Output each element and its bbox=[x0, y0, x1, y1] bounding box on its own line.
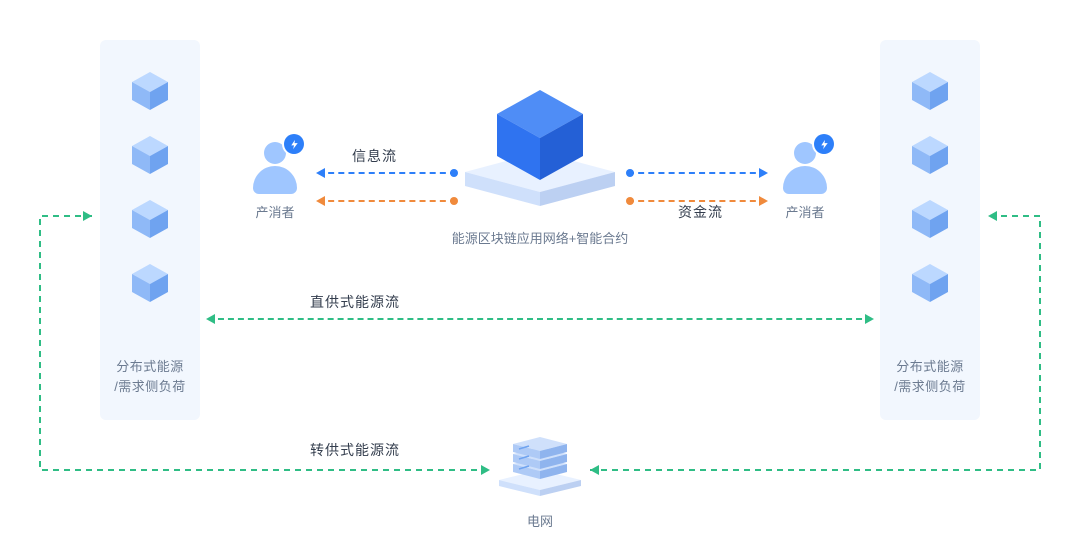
grid-server: 电网 bbox=[490, 430, 590, 530]
panel-right-cubes bbox=[880, 70, 980, 304]
info-flow-label: 信息流 bbox=[352, 146, 397, 166]
prosumer-right-label: 产消者 bbox=[770, 202, 840, 221]
person-icon bbox=[778, 140, 832, 194]
panel-right-cap1: 分布式能源 bbox=[896, 359, 964, 374]
prosumer-left-label: 产消者 bbox=[240, 202, 310, 221]
cube-icon bbox=[129, 262, 171, 304]
panel-left-caption: 分布式能源 /需求侧负荷 bbox=[100, 357, 200, 396]
cube-icon bbox=[909, 198, 951, 240]
info-flow-line-right bbox=[628, 172, 766, 174]
direct-energy-line bbox=[208, 318, 872, 320]
relay-energy-label: 转供式能源流 bbox=[310, 440, 400, 460]
direct-energy-label: 直供式能源流 bbox=[310, 292, 400, 312]
grid-label: 电网 bbox=[490, 511, 590, 530]
cube-icon bbox=[129, 134, 171, 176]
cube-icon bbox=[909, 134, 951, 176]
panel-distributed-right: 分布式能源 /需求侧负荷 bbox=[880, 40, 980, 420]
cube-icon bbox=[129, 70, 171, 112]
panel-distributed-left: 分布式能源 /需求侧负荷 bbox=[100, 40, 200, 420]
cube-icon bbox=[129, 198, 171, 240]
cube-icon bbox=[909, 262, 951, 304]
panel-right-cap2: /需求侧负荷 bbox=[894, 379, 966, 394]
panel-left-cap1: 分布式能源 bbox=[116, 359, 184, 374]
lightning-badge-icon bbox=[814, 134, 834, 154]
info-flow-line-left bbox=[318, 172, 456, 174]
fund-flow-label: 资金流 bbox=[678, 202, 723, 222]
fund-flow-line-left bbox=[318, 200, 456, 202]
cube-icon bbox=[909, 70, 951, 112]
prosumer-right: 产消者 bbox=[770, 140, 840, 221]
panel-left-cap2: /需求侧负荷 bbox=[114, 379, 186, 394]
center-blockchain: 能源区块链应用网络+智能合约 bbox=[450, 80, 630, 247]
center-caption: 能源区块链应用网络+智能合约 bbox=[450, 228, 630, 247]
prosumer-left: 产消者 bbox=[240, 140, 310, 221]
blockchain-cube-icon bbox=[455, 80, 625, 220]
person-icon bbox=[248, 140, 302, 194]
server-icon bbox=[495, 430, 585, 500]
lightning-badge-icon bbox=[284, 134, 304, 154]
panel-left-cubes bbox=[100, 70, 200, 304]
panel-right-caption: 分布式能源 /需求侧负荷 bbox=[880, 357, 980, 396]
